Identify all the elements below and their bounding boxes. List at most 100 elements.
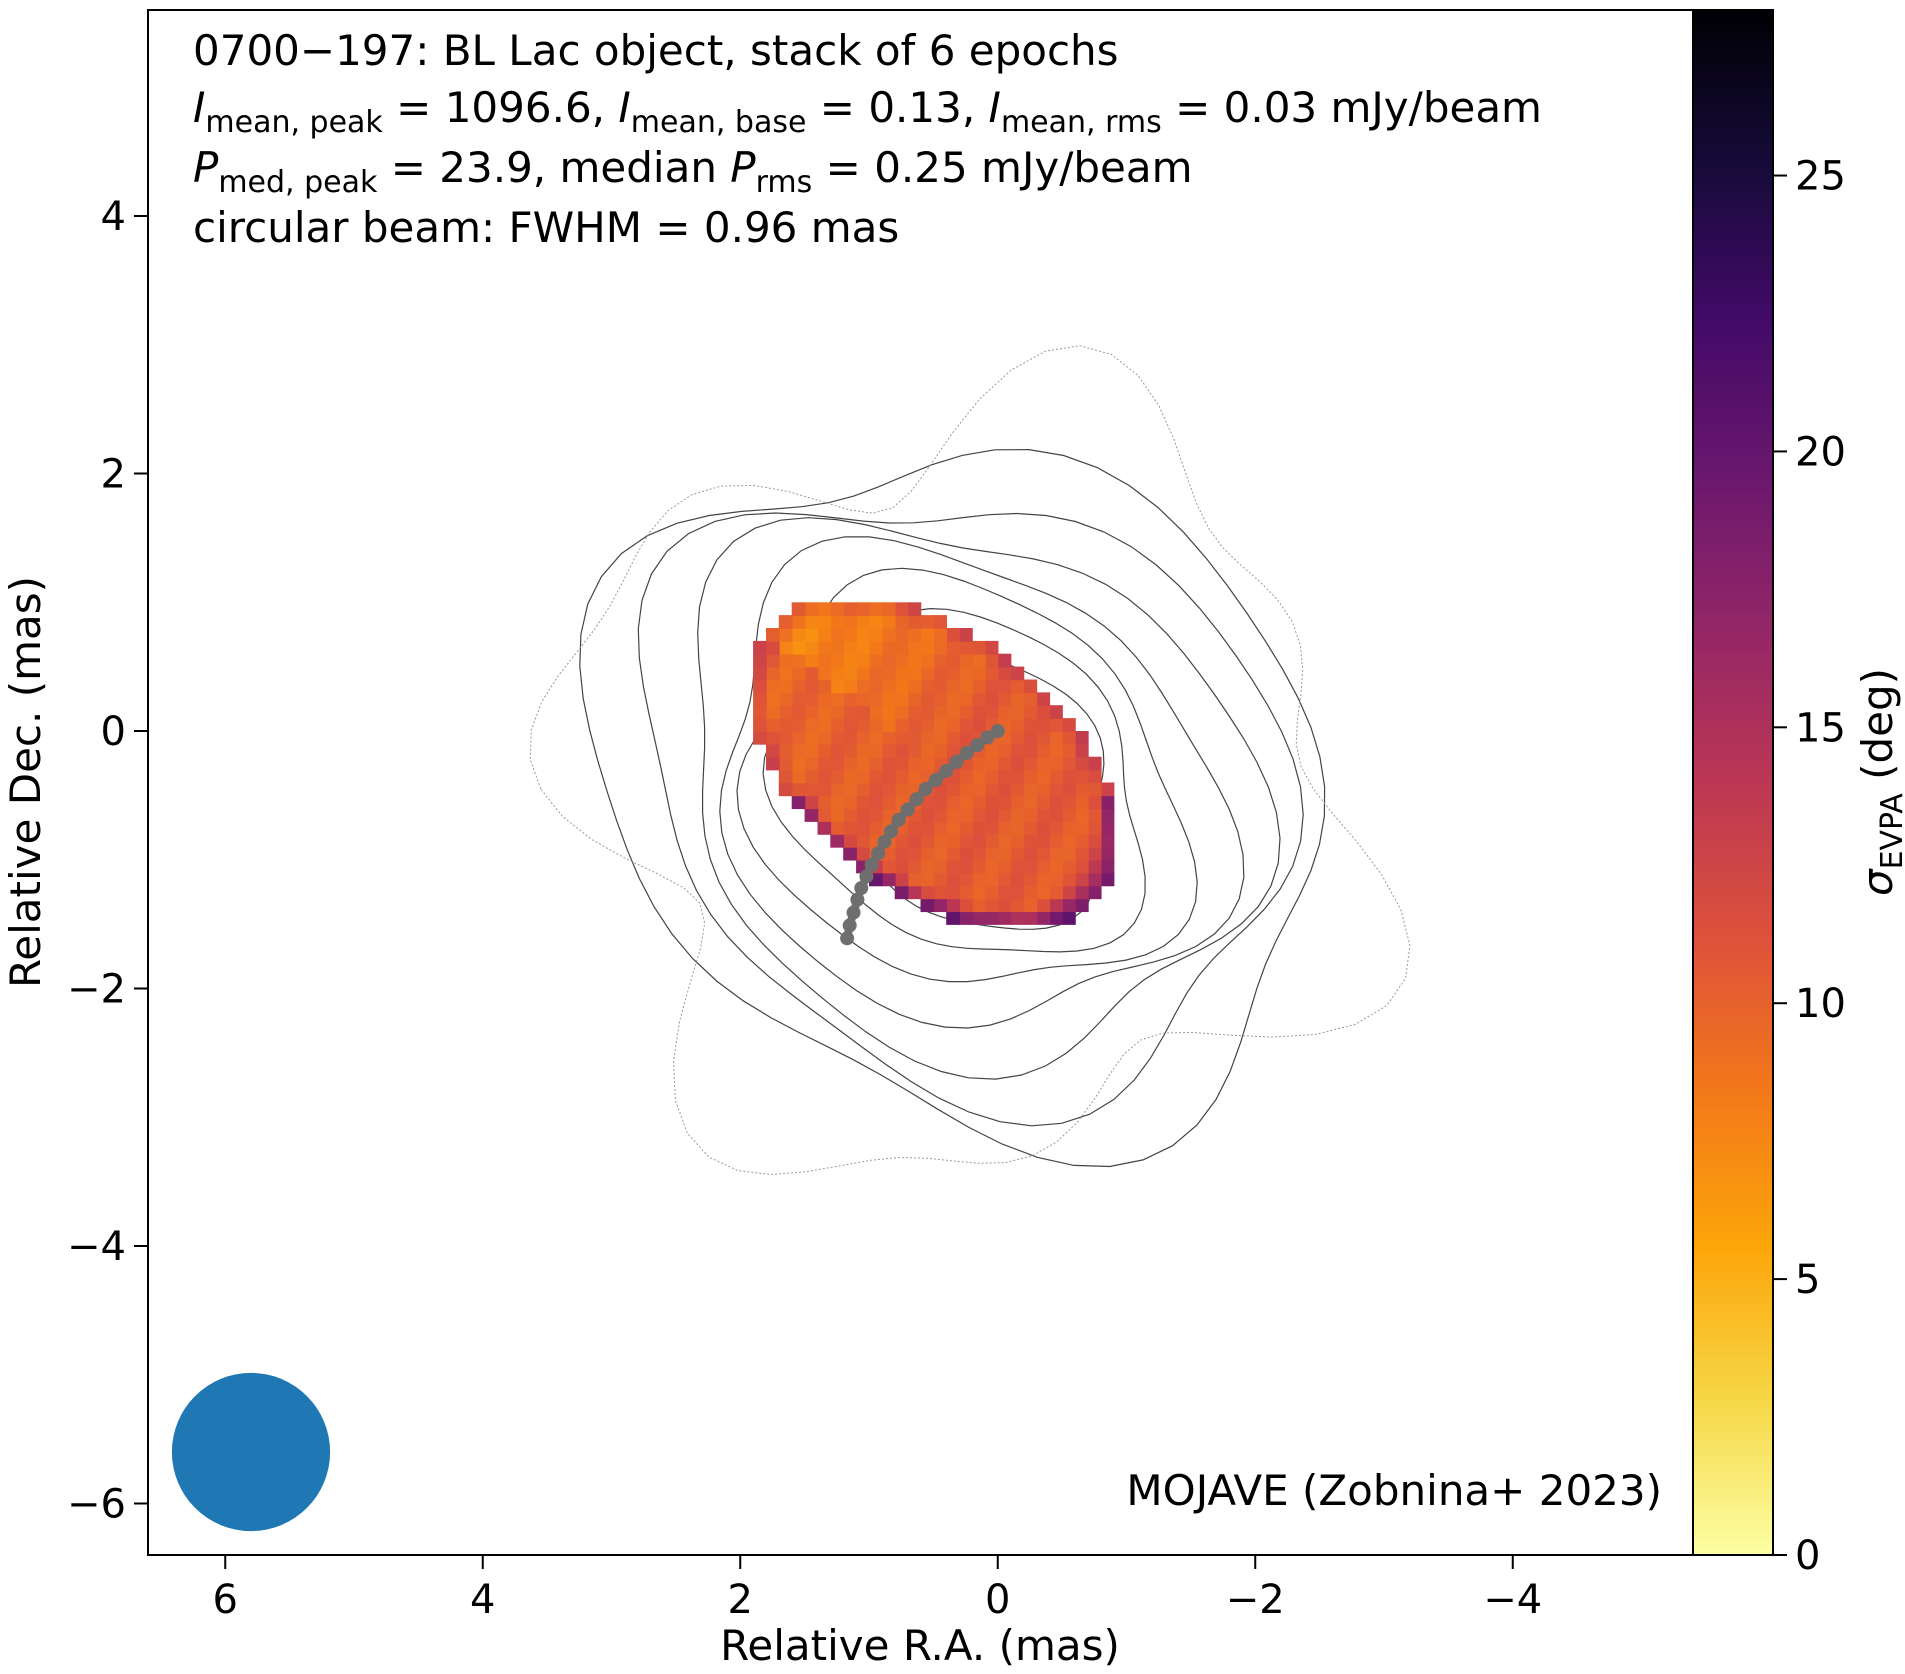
evpa-pixel	[1023, 911, 1038, 925]
evpa-pixel	[869, 615, 883, 629]
evpa-pixel	[1010, 898, 1025, 913]
evpa-pixel	[1075, 731, 1089, 745]
evpa-pixel	[959, 705, 973, 719]
evpa-pixel	[1010, 756, 1025, 771]
evpa-pixel	[972, 821, 986, 835]
evpa-pixel	[946, 911, 960, 925]
evpa-pixel	[972, 795, 986, 810]
evpa-pixel	[1075, 859, 1089, 874]
evpa-pixel	[984, 640, 999, 655]
evpa-pixel	[907, 653, 922, 668]
evpa-pixel	[1087, 821, 1102, 835]
evpa-pixel	[817, 615, 832, 629]
colorbar: 0 5 10 15 20 25 σEVPA (deg)	[1692, 9, 1905, 1579]
evpa-pixel	[997, 769, 1012, 784]
evpa-pixel	[972, 718, 986, 732]
chart-title: 0700−197: BL Lac object, stack of 6 epoc…	[193, 26, 1119, 75]
evpa-pixel	[920, 640, 935, 655]
evpa-pixel	[843, 602, 857, 616]
evpa-pixel	[920, 679, 935, 694]
evpa-pixel	[830, 640, 844, 655]
contour-line	[762, 607, 1146, 953]
evpa-pixel	[830, 808, 844, 822]
evpa-pixel	[894, 615, 909, 629]
evpa-pixel	[1100, 834, 1115, 848]
evpa-pixel	[1023, 808, 1038, 822]
evpa-pixel	[1049, 743, 1063, 758]
evpa-pixel	[856, 731, 870, 745]
evpa-pixel	[1010, 679, 1025, 694]
evpa-pixel	[1049, 769, 1063, 784]
evpa-pixel	[1049, 782, 1063, 797]
colorbar-tick-label: 0	[1795, 1533, 1820, 1579]
evpa-pixel	[766, 731, 780, 745]
evpa-pixel	[869, 602, 883, 616]
evpa-pixel	[1036, 769, 1051, 784]
evpa-pixel	[830, 769, 844, 784]
evpa-pixel	[791, 718, 806, 732]
evpa-pixel	[972, 692, 986, 707]
evpa-pixel	[959, 769, 973, 784]
evpa-pixel	[791, 615, 806, 629]
evpa-pixel	[894, 756, 909, 771]
evpa-pixel	[894, 692, 909, 707]
evpa-pixel	[1087, 782, 1102, 797]
evpa-pixel	[778, 628, 793, 642]
evpa-pixel	[1010, 795, 1025, 810]
ridge-point	[970, 738, 985, 753]
evpa-pixel	[766, 705, 780, 719]
evpa-pixel	[817, 628, 832, 642]
evpa-pixel	[830, 679, 844, 694]
evpa-pixel	[791, 769, 806, 784]
evpa-pixel	[959, 821, 973, 835]
evpa-pixel	[933, 898, 947, 913]
evpa-pixel	[791, 602, 806, 616]
evpa-pixel	[766, 628, 780, 642]
evpa-pixel	[1036, 795, 1051, 810]
evpa-pixel	[972, 640, 986, 655]
evpa-pixel	[959, 782, 973, 797]
evpa-pixel	[984, 782, 999, 797]
evpa-pixel	[791, 679, 806, 694]
evpa-pixel	[1036, 834, 1051, 848]
evpa-pixel	[907, 859, 922, 874]
evpa-pixel	[817, 705, 832, 719]
evpa-pixel	[753, 731, 767, 745]
ridge-point	[980, 730, 995, 745]
evpa-pixel	[753, 666, 767, 681]
evpa-pixel	[856, 692, 870, 707]
evpa-pixel	[959, 692, 973, 707]
y-tick-label: −2	[67, 967, 126, 1013]
evpa-pixel	[933, 859, 947, 874]
evpa-pixel	[843, 743, 857, 758]
evpa-pixel	[753, 640, 767, 655]
colorbar-tick-label: 5	[1795, 1257, 1820, 1303]
evpa-pixel	[1087, 808, 1102, 822]
evpa-pixel	[946, 872, 960, 887]
ridge-point	[900, 802, 915, 817]
evpa-pixel	[1023, 834, 1038, 848]
evpa-pixel	[946, 628, 960, 642]
evpa-pixel	[1036, 821, 1051, 835]
evpa-pixel	[778, 653, 793, 668]
evpa-pixel	[856, 834, 870, 848]
evpa-pixel	[753, 692, 767, 707]
evpa-pixel	[959, 666, 973, 681]
evpa-pixel	[1062, 769, 1076, 784]
evpa-pixel	[972, 872, 986, 887]
evpa-pixel	[946, 743, 960, 758]
evpa-pixel	[791, 640, 806, 655]
evpa-pixel	[933, 872, 947, 887]
evpa-pixel	[766, 718, 780, 732]
evpa-pixel	[804, 679, 819, 694]
evpa-pixel	[869, 628, 883, 642]
evpa-pixel	[972, 834, 986, 848]
evpa-pixel	[843, 731, 857, 745]
evpa-pixel	[946, 731, 960, 745]
evpa-pixel	[843, 756, 857, 771]
evpa-pixel	[778, 769, 793, 784]
evpa-pixel	[984, 885, 999, 900]
evpa-pixel	[1010, 834, 1025, 848]
evpa-pixel	[804, 756, 819, 771]
evpa-pixel	[817, 808, 832, 822]
